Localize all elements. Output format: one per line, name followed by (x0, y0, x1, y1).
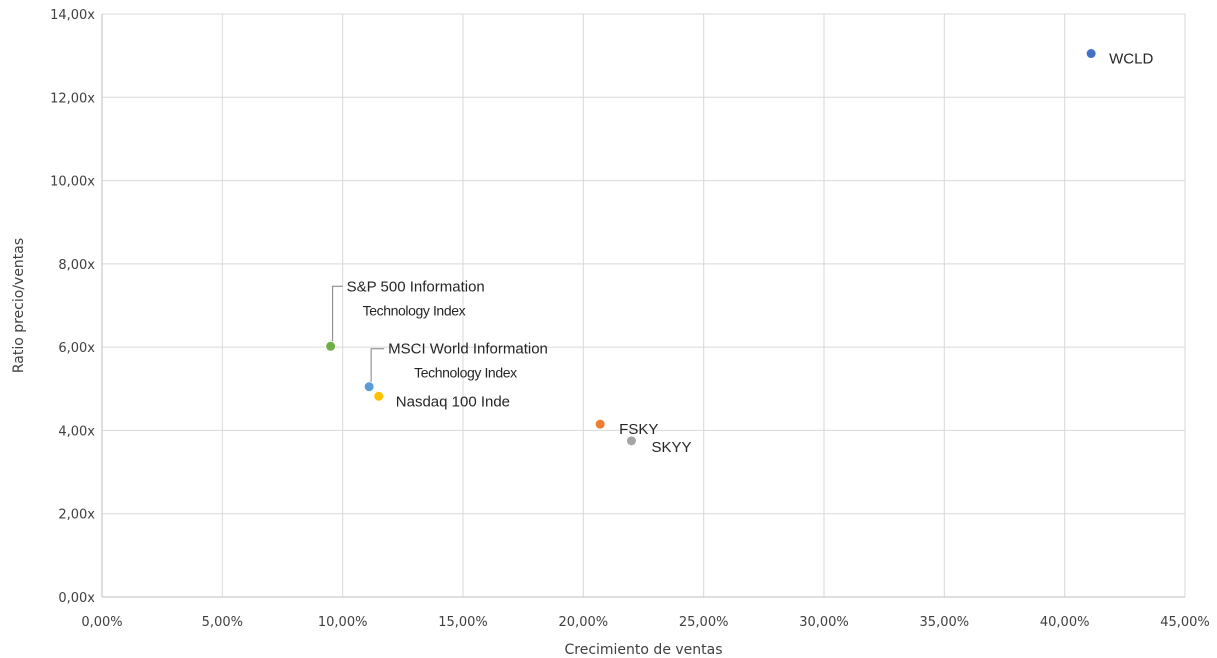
point-label: MSCI World Information (388, 341, 548, 358)
y-tick-label: 10,00x (50, 175, 95, 190)
x-tick-label: 5,00% (202, 615, 243, 630)
x-tick-label: 0,00% (81, 615, 122, 630)
point-label: Technology Index (363, 302, 466, 318)
y-tick-label: 2,00x (58, 508, 95, 523)
scatter-point (625, 435, 637, 447)
scatter-point (373, 390, 385, 402)
scatter-point (1085, 48, 1097, 60)
grid (101, 13, 1186, 598)
x-axis-title: Crecimiento de ventas (564, 642, 722, 658)
x-tick-label: 40,00% (1040, 615, 1090, 630)
point-label: WCLD (1109, 51, 1153, 68)
x-tick-label: 10,00% (318, 615, 368, 630)
x-tick-label: 25,00% (679, 615, 729, 630)
y-tick-label: 8,00x (58, 258, 95, 273)
point-label: SKYY (651, 439, 691, 456)
scatter-point (325, 340, 337, 352)
y-tick-label: 6,00x (58, 341, 95, 356)
x-tick-label: 45,00% (1160, 615, 1210, 630)
leader-line (369, 348, 385, 383)
tick-labels: 0,00x 2,00x 4,00x 6,00x 8,00x 10,00x 12,00x 14,… (50, 8, 1210, 630)
x-tick-label: 35,00% (920, 615, 970, 630)
x-tick-label: 15,00% (438, 615, 488, 630)
axes (101, 14, 1185, 598)
y-tick-label: 4,00x (58, 424, 95, 439)
y-tick-label: 14,00x (50, 8, 95, 23)
scatter-point (363, 381, 375, 393)
point-label: Technology Index (414, 365, 517, 381)
data-points (325, 48, 1097, 447)
leader-lines (330, 285, 385, 383)
point-label: FSKY (619, 421, 658, 438)
scatter-point (594, 418, 606, 430)
y-axis-title: Ratio precio/ventas (11, 238, 27, 373)
point-label: Nasdaq 100 Inde (396, 393, 510, 410)
x-tick-label: 20,00% (559, 615, 609, 630)
y-tick-label: 0,00x (58, 591, 95, 606)
x-tick-label: 30,00% (799, 615, 849, 630)
point-label: S&P 500 Information (347, 278, 485, 295)
data-labels: WCLD S&P 500 Information Technology Index M… (347, 51, 1154, 456)
y-tick-label: 12,00x (50, 91, 95, 106)
leader-line (330, 285, 343, 342)
